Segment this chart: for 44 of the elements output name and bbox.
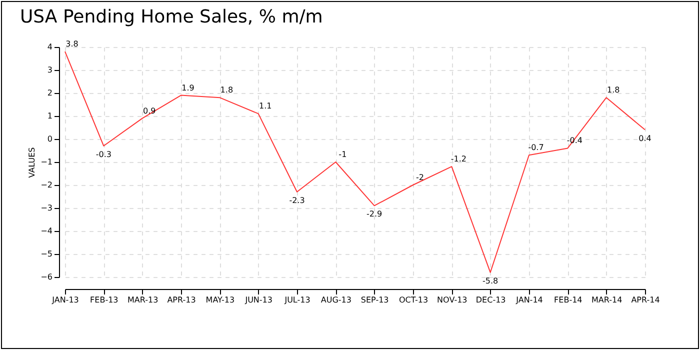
- y-tick-label: 3: [47, 66, 52, 74]
- x-tick-label: NOV-13: [437, 296, 468, 304]
- x-tick-label: DEC-13: [476, 296, 506, 304]
- data-label: 1.1: [258, 102, 272, 111]
- y-tick-label: −2: [40, 180, 52, 190]
- x-tick-label: SEP-13: [360, 296, 389, 304]
- y-tick-label: 4: [47, 42, 52, 52]
- y-tick-label: −5: [40, 250, 52, 258]
- x-tick-label: JUL-13: [284, 296, 310, 304]
- data-label: 1.8: [606, 86, 620, 95]
- x-tick-label: FEB-13: [90, 296, 118, 304]
- x-tick-label: APR-13: [167, 296, 196, 304]
- data-label: 1.9: [182, 83, 194, 92]
- data-label: -2: [416, 173, 424, 182]
- data-label: -1: [338, 150, 347, 159]
- x-tick-label: MAR-13: [127, 296, 158, 304]
- data-label: 0.9: [142, 106, 156, 116]
- y-tick-label: −3: [40, 204, 52, 212]
- x-tick-label: JAN-14: [515, 296, 543, 304]
- data-label: 1.8: [220, 86, 234, 95]
- data-label: -2.9: [366, 210, 382, 219]
- y-tick-label: 0: [47, 134, 52, 144]
- data-label: 0.4: [638, 134, 652, 143]
- data-label: -0.3: [96, 150, 112, 159]
- x-tick-label: FEB-14: [554, 296, 582, 304]
- x-tick-label: OCT-13: [398, 296, 428, 304]
- x-tick-label: JUN-13: [244, 296, 272, 304]
- chart-title: USA Pending Home Sales, % m/m: [20, 6, 323, 28]
- y-tick-label: 1: [47, 112, 52, 120]
- data-label: 3.8: [66, 40, 78, 49]
- x-tick-label: AUG-13: [320, 296, 352, 304]
- y-axis-title: VALUES: [28, 147, 37, 178]
- data-label: -5.8: [482, 276, 498, 286]
- data-label: -1.2: [450, 154, 466, 164]
- data-label: -0.7: [528, 143, 544, 152]
- data-label: -2.3: [289, 196, 305, 205]
- x-tick-label: JAN-13: [51, 296, 79, 304]
- y-tick-label: −6: [40, 272, 52, 282]
- y-tick-label: 2: [47, 88, 52, 98]
- x-tick-label: MAR-14: [591, 296, 622, 304]
- y-tick-label: −4: [40, 226, 52, 236]
- y-tick-label: −1: [40, 158, 52, 166]
- x-tick-label: APR-14: [631, 296, 660, 304]
- x-tick-label: MAY-13: [206, 296, 235, 304]
